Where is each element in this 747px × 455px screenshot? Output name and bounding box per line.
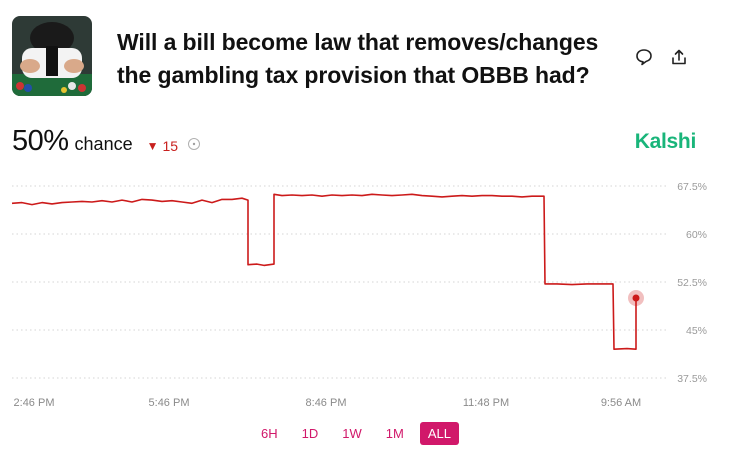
y-tick-label: 60% — [686, 229, 707, 241]
y-tick-label: 45% — [686, 325, 707, 337]
price-history-chart: 67.5% 60% 52.5% 45% 37.5% 2:46 PM 5:46 PM 8:46 … — [11, 181, 707, 409]
range-tab-1w[interactable]: 1W — [342, 426, 362, 441]
time-range-tabs: 6H 1D 1W 1M ALL — [253, 422, 467, 445]
current-point — [632, 294, 640, 302]
casino-dealer-image — [12, 16, 92, 96]
chance-percent: 50% — [12, 125, 69, 157]
comment-icon — [636, 49, 652, 66]
range-tab-all[interactable]: ALL — [419, 422, 459, 445]
y-tick-label: 37.5% — [677, 373, 707, 385]
market-title: Will a bill become law that removes/chan… — [117, 29, 599, 88]
down-triangle-icon: ▼ — [146, 139, 159, 153]
chance-label: chance — [74, 134, 133, 154]
range-tab-1m[interactable]: 1M — [385, 426, 404, 441]
x-tick-label: 2:46 PM — [14, 397, 55, 409]
market-thumbnail — [12, 16, 92, 96]
y-tick-label: 52.5% — [677, 277, 707, 289]
share-icon — [672, 49, 686, 65]
change-indicator: ▼ 15 — [147, 138, 178, 154]
comment-button[interactable] — [633, 46, 655, 68]
brand-logo[interactable]: Kalshi — [634, 130, 697, 153]
x-tick-label: 11:48 PM — [463, 397, 509, 409]
y-tick-label: 67.5% — [677, 181, 707, 193]
probability-summary: 50% chance ▼ 15 — [12, 125, 201, 159]
price-line — [11, 193, 637, 350]
range-tab-6h[interactable]: 6H — [261, 426, 278, 441]
x-tick-label: 8:46 PM — [306, 397, 347, 409]
change-value: 15 — [162, 138, 179, 154]
range-tab-1d[interactable]: 1D — [301, 426, 319, 441]
x-tick-label: 5:46 PM — [149, 397, 190, 409]
share-button[interactable] — [668, 46, 690, 68]
x-tick-label: 9:56 AM — [601, 397, 641, 409]
info-icon[interactable] — [188, 138, 201, 150]
